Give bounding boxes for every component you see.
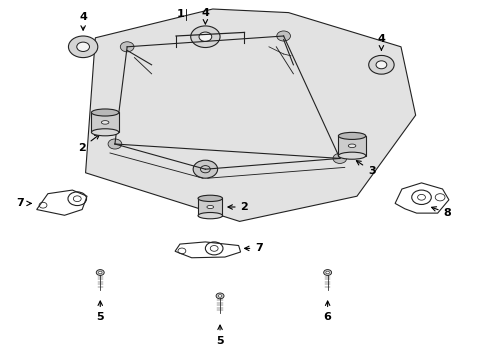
Ellipse shape [101, 121, 109, 124]
Text: 5: 5 [216, 325, 224, 346]
Text: 5: 5 [96, 301, 104, 322]
Text: 7: 7 [244, 243, 263, 253]
Circle shape [68, 36, 98, 58]
Circle shape [368, 55, 393, 74]
Circle shape [276, 31, 290, 41]
Ellipse shape [91, 109, 119, 116]
Ellipse shape [198, 195, 222, 202]
Circle shape [325, 271, 329, 274]
Text: 7: 7 [17, 198, 31, 208]
Ellipse shape [338, 132, 365, 139]
Text: 8: 8 [431, 207, 450, 218]
Circle shape [216, 293, 224, 299]
Bar [198, 198, 222, 216]
Circle shape [190, 26, 220, 48]
Text: 6: 6 [323, 301, 331, 322]
Text: 2: 2 [227, 202, 248, 212]
Ellipse shape [347, 144, 355, 148]
Text: 3: 3 [356, 161, 375, 176]
Circle shape [332, 153, 346, 163]
Ellipse shape [91, 129, 119, 136]
Circle shape [193, 160, 217, 178]
Circle shape [77, 42, 89, 51]
Text: 1: 1 [177, 9, 184, 19]
Circle shape [218, 294, 222, 297]
Text: 2: 2 [78, 135, 99, 153]
Text: 4: 4 [377, 34, 385, 50]
Ellipse shape [338, 152, 365, 159]
Text: 4: 4 [79, 12, 87, 30]
Circle shape [375, 61, 386, 69]
Circle shape [98, 271, 102, 274]
Circle shape [108, 139, 122, 149]
Bar [338, 136, 365, 156]
Ellipse shape [198, 212, 222, 219]
Circle shape [96, 270, 104, 275]
Bar [91, 112, 119, 132]
Circle shape [323, 270, 331, 275]
Circle shape [199, 32, 211, 41]
Polygon shape [85, 9, 415, 221]
Circle shape [120, 42, 134, 52]
Ellipse shape [206, 206, 213, 208]
Text: 4: 4 [201, 8, 209, 24]
